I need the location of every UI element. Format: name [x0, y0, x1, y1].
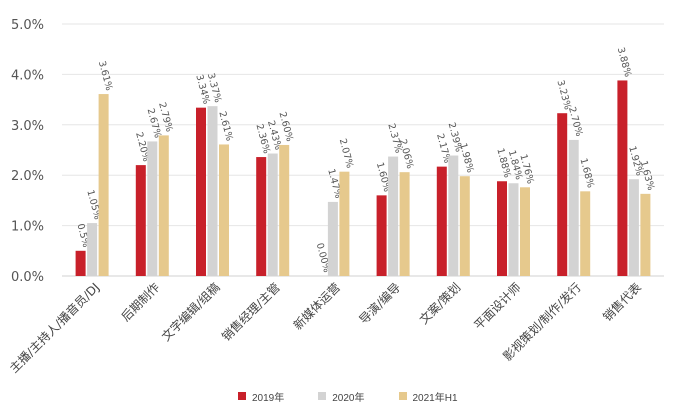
- bar: [98, 94, 109, 276]
- bar: [158, 135, 169, 276]
- y-tick-label: 3.0%: [11, 119, 44, 134]
- bar: [388, 156, 399, 276]
- data-label: 1.98%: [457, 142, 475, 174]
- x-tick-label: 导演/编导: [356, 280, 403, 327]
- bar: [448, 155, 459, 276]
- bar: [568, 139, 579, 276]
- data-label: 1.68%: [577, 157, 595, 189]
- bar: [628, 179, 639, 276]
- data-label: 3.61%: [96, 60, 114, 92]
- legend-label-2020: 2020年: [332, 392, 365, 404]
- x-tick-label: 文案/策划: [416, 280, 463, 327]
- legend: 2019年 2020年 2021年H1: [238, 388, 492, 404]
- bar: [207, 106, 218, 276]
- bar: [87, 223, 98, 276]
- bar: [497, 181, 507, 276]
- x-tick-label: 平面设计师: [471, 280, 523, 332]
- legend-swatch-2020: [318, 392, 327, 400]
- x-tick-label: 销售经理/主管: [218, 280, 282, 344]
- bar: [459, 176, 470, 276]
- bar: [580, 191, 591, 276]
- bar: [75, 250, 86, 276]
- legend-swatch-2019: [238, 392, 246, 400]
- x-tick-label: 后期制作: [119, 280, 163, 324]
- legend-item-2019: 2019年: [238, 389, 284, 404]
- y-tick-label: 4.0%: [11, 68, 44, 83]
- bar: [279, 144, 290, 276]
- y-tick-label: 2.0%: [11, 169, 44, 184]
- data-label: 3.88%: [615, 46, 633, 78]
- x-tick-label: 新媒体运营: [290, 280, 343, 333]
- bar: [617, 80, 628, 276]
- y-tick-label: 1.0%: [11, 220, 44, 235]
- bar: [256, 157, 267, 276]
- bar: [147, 141, 158, 276]
- bar: [219, 144, 229, 276]
- bar: [376, 195, 387, 276]
- bar: [267, 153, 278, 276]
- y-tick-label: 5.0%: [11, 18, 44, 33]
- data-label: 2.07%: [337, 137, 355, 169]
- bar: [640, 193, 651, 276]
- legend-item-2020: 2020年: [318, 389, 365, 404]
- x-tick-label: 主播/主持人/播音员/DJ: [6, 280, 102, 376]
- legend-item-2021h1: 2021年H1: [398, 389, 458, 404]
- x-tick-label: 销售代表: [599, 280, 644, 325]
- x-tick-label: 文字编辑/组稿: [158, 280, 222, 344]
- legend-label-2019: 2019年: [252, 392, 285, 404]
- legend-label-2021h1: 2021年H1: [412, 392, 458, 404]
- data-label: 2.70%: [566, 106, 584, 138]
- bar: [399, 172, 410, 276]
- bar: [135, 165, 146, 276]
- y-tick-label: 0.0%: [11, 270, 44, 285]
- bar: [508, 183, 519, 276]
- bar: [520, 187, 530, 276]
- bar: [327, 201, 338, 276]
- legend-swatch-2021h1: [398, 392, 407, 400]
- data-label: 2.61%: [216, 110, 234, 142]
- bar: [339, 171, 350, 276]
- bar: [436, 166, 447, 276]
- bar: [557, 113, 568, 276]
- data-label: 2.06%: [397, 138, 415, 170]
- bar: [196, 107, 206, 276]
- data-label: 3.23%: [554, 79, 572, 111]
